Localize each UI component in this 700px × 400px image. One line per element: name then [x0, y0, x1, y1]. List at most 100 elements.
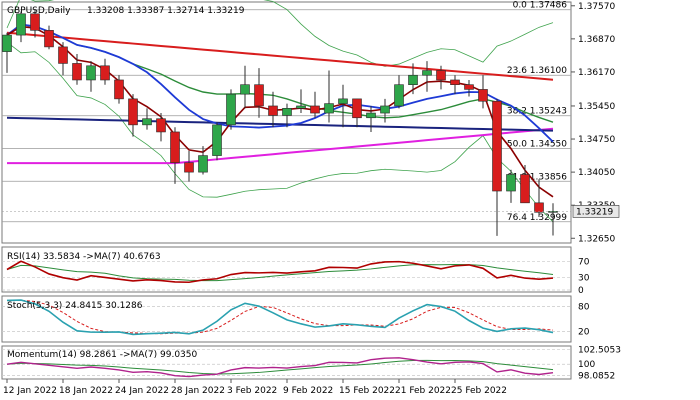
price-panel: 0.0 1.37486 23.6 1.36100 38.2 1.35243 50.0 …	[1, 0, 620, 244]
candle-body	[352, 98, 362, 119]
rsi-ma-line	[6, 263, 554, 282]
candle-body	[58, 46, 68, 64]
price-tick-label: 1.37570	[578, 2, 615, 12]
current-price-label: 1.33219	[576, 207, 613, 217]
momentum-label: Momentum(14) 98.2861 ->MA(7) 99.0350	[7, 350, 198, 360]
rsi-panel: RSI(14) 33.5834 ->MA(7) 40.6763 70 30 0	[1, 246, 590, 296]
date-tick-label: 3 Feb 2022	[227, 386, 277, 396]
date-tick-label: 24 Jan 2022	[115, 386, 169, 396]
chart-title: GBPUSD,Daily	[7, 6, 71, 16]
candle-body	[338, 98, 348, 104]
candle-body	[380, 105, 390, 114]
candle-body	[534, 202, 544, 213]
rsi-label: RSI(14) 33.5834 ->MA(7) 40.6763	[7, 252, 161, 262]
stochastic-panel: Stoch(5,3,3) 24.8415 30.1286 80 20	[1, 295, 590, 343]
date-tick-label: 9 Feb 2022	[283, 386, 333, 396]
candle-body	[156, 118, 166, 133]
candle-body	[2, 34, 12, 52]
panel-tick-label: 100	[578, 360, 595, 370]
panel-tick-label: 20	[578, 328, 590, 338]
candle-body	[310, 105, 320, 114]
rsi-line	[6, 260, 554, 284]
bollinger-lower	[6, 41, 554, 223]
candle-body	[142, 118, 152, 126]
panel-tick-label: 98.0852	[578, 371, 615, 381]
candle-body	[520, 174, 530, 204]
date-tick-label: 15 Feb 2022	[339, 386, 395, 396]
candle-body	[212, 124, 222, 156]
fib-label: 38.2 1.35243	[507, 107, 567, 117]
candle-body	[436, 70, 446, 81]
ma-10	[6, 23, 554, 143]
stoch-label: Stoch(5,3,3) 24.8415 30.1286	[7, 301, 143, 311]
candle-body	[86, 65, 96, 81]
price-tick-label: 1.34750	[578, 135, 615, 145]
fib-label: 23.6 1.36100	[507, 66, 567, 76]
date-tick-label: 12 Jan 2022	[3, 386, 57, 396]
panel-tick-label: 70	[578, 257, 590, 267]
ma-100	[7, 127, 554, 165]
candle-body	[30, 13, 40, 31]
ma-55	[6, 116, 554, 132]
panel-tick-label: 30	[578, 274, 590, 284]
candle-body	[100, 65, 110, 81]
price-tick-label: 1.36170	[578, 68, 615, 78]
momentum-panel: Momentum(14) 98.2861 ->MA(7) 99.0350 102…	[1, 345, 621, 381]
candle-body	[282, 108, 292, 116]
date-tick-label: 18 Jan 2022	[59, 386, 113, 396]
date-tick-label: 25 Feb 2022	[451, 386, 507, 396]
panel-tick-label: 0	[578, 286, 584, 296]
candle-body	[44, 30, 54, 48]
candle-body	[408, 74, 418, 85]
date-axis: 12 Jan 2022 18 Jan 2022 24 Jan 2022 28 Jan …	[3, 379, 507, 396]
candle-body	[184, 162, 194, 173]
candle-body	[548, 211, 558, 213]
candle-body	[254, 84, 264, 107]
current-price-box	[572, 205, 620, 218]
date-tick-label: 28 Jan 2022	[171, 386, 225, 396]
candle-body	[394, 84, 404, 107]
bollinger-upper	[6, 0, 554, 67]
candle-body	[464, 84, 474, 90]
candles	[2, 10, 558, 236]
panel-tick-label: 102.5053	[578, 346, 621, 356]
price-tick-label: 1.35450	[578, 102, 615, 112]
ohlc-readout: 1.33208 1.33387 1.32714 1.33219	[87, 6, 245, 16]
price-tick-label: 1.34050	[578, 168, 615, 178]
fib-label: 61.8 1.33856	[507, 172, 567, 182]
candle-body	[128, 98, 138, 126]
candle-body	[506, 174, 516, 192]
fib-label: 76.4 1.32999	[507, 213, 567, 223]
candle-body	[72, 63, 82, 81]
price-axis: 1.37570 1.36870 1.36170 1.35450 1.34750 1.340…	[2, 2, 620, 244]
price-tick-label: 1.32650	[578, 234, 615, 244]
momentum-ma-line	[6, 359, 554, 375]
ema-short	[6, 25, 554, 198]
candle-body	[198, 155, 208, 173]
candle-body	[492, 100, 502, 192]
candle-body	[170, 131, 180, 163]
fibonacci-levels: 0.0 1.37486 23.6 1.36100 38.2 1.35243 50.0 …	[2, 1, 571, 223]
candle-body	[114, 79, 124, 100]
candle-body	[366, 112, 376, 119]
candle-body	[226, 93, 236, 126]
momentum-line	[6, 357, 554, 378]
stoch-k-line	[6, 299, 554, 336]
candle-body	[268, 105, 278, 116]
candle-body	[450, 79, 460, 85]
price-tick-label: 1.36870	[578, 35, 615, 45]
candle-body	[422, 70, 432, 76]
ma-200	[6, 31, 554, 81]
fib-label: 0.0 1.37486	[513, 1, 568, 11]
candle-body	[296, 105, 306, 109]
candle-body	[324, 103, 334, 114]
stoch-d-line	[6, 299, 554, 335]
date-tick-label: 21 Feb 2022	[395, 386, 451, 396]
candle-body	[240, 84, 250, 95]
candle-body	[16, 13, 26, 36]
panel-tick-label: 80	[578, 302, 590, 312]
overlay-indicators	[6, 0, 554, 223]
fib-label: 50.0 1.34550	[507, 139, 567, 149]
candle-body	[478, 89, 488, 102]
